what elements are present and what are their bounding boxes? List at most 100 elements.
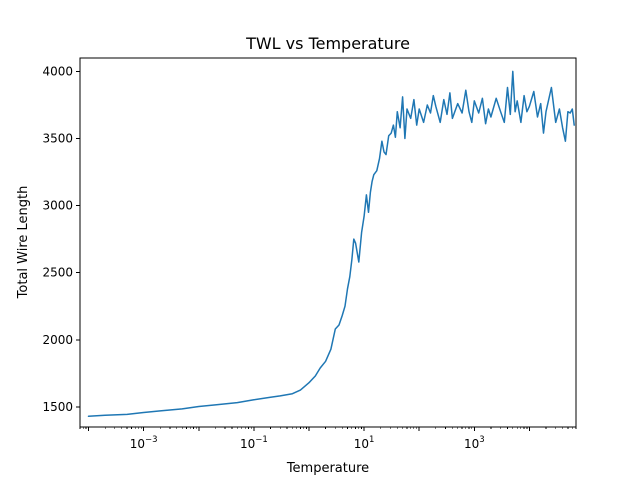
data-point bbox=[545, 111, 547, 113]
data-point bbox=[198, 406, 200, 408]
data-point bbox=[406, 108, 408, 110]
x-tick-base: 10 bbox=[240, 437, 255, 451]
x-tick-exponent: −3 bbox=[145, 435, 158, 445]
data-point bbox=[423, 122, 425, 124]
data-point bbox=[279, 395, 281, 397]
data-point bbox=[349, 276, 351, 278]
data-point bbox=[376, 170, 378, 172]
data-point bbox=[395, 136, 397, 138]
x-axis: 10−3 10−1 101 103 bbox=[79, 427, 577, 451]
data-point bbox=[104, 415, 106, 417]
y-tick-label: 4000 bbox=[42, 64, 73, 78]
y-tick-label: 2000 bbox=[42, 333, 73, 347]
data-point bbox=[430, 112, 432, 114]
data-point bbox=[413, 99, 415, 101]
data-point bbox=[381, 140, 383, 142]
y-axis-label: Total Wire Length bbox=[16, 186, 31, 300]
data-point bbox=[468, 111, 470, 113]
data-point bbox=[388, 135, 390, 137]
data-point bbox=[555, 122, 557, 124]
data-point bbox=[351, 259, 353, 261]
data-point bbox=[439, 122, 441, 124]
data-point bbox=[385, 154, 387, 156]
x-tick-label: 10−3 bbox=[130, 435, 158, 451]
x-tick-base: 10 bbox=[464, 437, 479, 451]
data-point bbox=[353, 238, 355, 240]
data-point bbox=[390, 132, 392, 134]
data-point bbox=[319, 367, 321, 369]
x-tick-exponent: 3 bbox=[479, 435, 484, 445]
data-point bbox=[478, 112, 480, 114]
data-point bbox=[383, 151, 385, 153]
data-point bbox=[341, 315, 343, 317]
data-point bbox=[516, 100, 518, 102]
y-axis: 1500 2000 2500 3000 3500 4000 bbox=[42, 64, 80, 414]
data-point bbox=[452, 118, 454, 120]
data-point bbox=[159, 410, 161, 412]
x-tick-label: 103 bbox=[464, 435, 485, 451]
data-point bbox=[253, 399, 255, 401]
data-point bbox=[507, 87, 509, 89]
data-point bbox=[363, 216, 365, 218]
y-tick-label: 3000 bbox=[42, 199, 73, 213]
data-point bbox=[514, 111, 516, 113]
data-point bbox=[418, 108, 420, 110]
data-point bbox=[308, 382, 310, 384]
data-point bbox=[404, 138, 406, 140]
x-tick-base: 10 bbox=[130, 437, 145, 451]
x-axis-label: Temperature bbox=[286, 461, 369, 476]
data-point bbox=[540, 103, 542, 105]
x-tick-exponent: 1 bbox=[369, 435, 374, 445]
data-point bbox=[488, 108, 490, 110]
data-point bbox=[562, 127, 564, 129]
data-point bbox=[416, 124, 418, 126]
y-tick-label: 3500 bbox=[42, 132, 73, 146]
data-point bbox=[325, 361, 327, 363]
y-tick-label: 2500 bbox=[42, 266, 73, 280]
x-tick-label: 10−1 bbox=[240, 435, 268, 451]
data-point bbox=[449, 92, 451, 94]
data-point bbox=[379, 158, 381, 160]
data-point bbox=[143, 412, 145, 414]
data-point bbox=[504, 122, 506, 124]
x-tick-exponent: −1 bbox=[255, 435, 268, 445]
data-point bbox=[474, 100, 476, 102]
data-point bbox=[427, 104, 429, 106]
y-tick-label: 1500 bbox=[42, 400, 73, 414]
data-point bbox=[443, 99, 445, 101]
data-point bbox=[335, 328, 337, 330]
data-point bbox=[490, 116, 492, 118]
data-point bbox=[512, 71, 514, 73]
data-point bbox=[292, 393, 294, 395]
x-tick-base: 10 bbox=[354, 437, 369, 451]
data-point bbox=[435, 106, 437, 108]
data-point bbox=[526, 111, 528, 113]
data-point bbox=[573, 124, 575, 126]
plot-frame bbox=[79, 57, 577, 428]
data-point bbox=[461, 112, 463, 114]
data-point bbox=[126, 414, 128, 416]
data-point bbox=[465, 89, 467, 91]
data-point bbox=[559, 108, 561, 110]
data-point bbox=[500, 111, 502, 113]
data-point bbox=[358, 261, 360, 263]
data-point bbox=[344, 305, 346, 307]
data-point bbox=[300, 389, 302, 391]
data-point bbox=[402, 96, 404, 98]
data-point bbox=[433, 95, 435, 97]
data-point bbox=[533, 91, 535, 93]
data-point bbox=[371, 181, 373, 183]
data-point bbox=[181, 408, 183, 410]
data-point bbox=[565, 140, 567, 142]
data-point bbox=[551, 87, 553, 89]
data-point bbox=[315, 375, 317, 377]
data-point bbox=[410, 118, 412, 120]
data-point bbox=[237, 402, 239, 404]
data-point bbox=[88, 416, 90, 418]
data-point bbox=[543, 132, 545, 134]
data-point bbox=[330, 348, 332, 350]
data-point bbox=[397, 111, 399, 113]
data-point bbox=[567, 111, 569, 113]
